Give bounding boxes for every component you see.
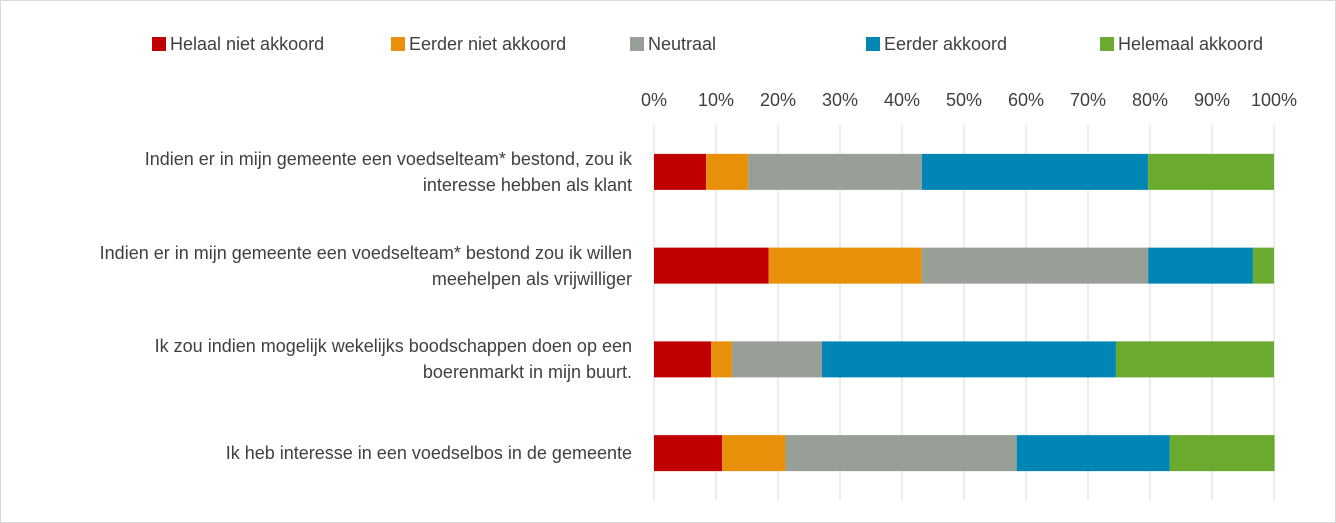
category-label: Ik heb interesse in een voedselbos in de… xyxy=(225,443,632,464)
bar-segment xyxy=(722,435,786,472)
x-tick-label: 100% xyxy=(1251,90,1297,110)
bar-segment xyxy=(1148,247,1253,284)
bar-segment xyxy=(654,435,723,472)
category-label: Indien er in mijn gemeente een voedselte… xyxy=(144,148,632,195)
bar-segment xyxy=(654,247,769,284)
bar-segment xyxy=(921,153,1149,190)
legend-label: Eerder niet akkoord xyxy=(409,34,566,54)
legend-swatch xyxy=(1100,37,1114,51)
bar-segment xyxy=(654,153,707,190)
bar-segment xyxy=(654,341,712,378)
x-tick-label: 50% xyxy=(946,90,982,110)
legend-swatch xyxy=(391,37,405,51)
x-tick-label: 90% xyxy=(1194,90,1230,110)
legend-label: Neutraal xyxy=(648,34,716,54)
bar-segment xyxy=(1169,435,1275,472)
bar-segment xyxy=(1016,435,1170,472)
bar-segment xyxy=(1252,247,1274,284)
legend-swatch xyxy=(152,37,166,51)
bar-segment xyxy=(822,341,1116,378)
bar-segment xyxy=(1115,341,1274,378)
bar-segment xyxy=(748,153,922,190)
x-tick-label: 60% xyxy=(1008,90,1044,110)
bar-segment xyxy=(785,435,1017,472)
bar-segment xyxy=(732,341,823,378)
legend-label: Helemaal akkoord xyxy=(1118,34,1263,54)
category-label: Ik zou indien mogelijk wekelijks boodsch… xyxy=(154,336,632,383)
bar-segment xyxy=(706,153,749,190)
x-tick-label: 70% xyxy=(1070,90,1106,110)
x-tick-label: 40% xyxy=(884,90,920,110)
bar-segment xyxy=(921,247,1149,284)
x-tick-label: 30% xyxy=(822,90,858,110)
x-tick-label: 0% xyxy=(641,90,667,110)
bar-segment xyxy=(1148,153,1274,190)
bar-segment xyxy=(768,247,922,284)
category-label: Indien er in mijn gemeente een voedselte… xyxy=(99,242,632,289)
legend-swatch xyxy=(630,37,644,51)
legend-label: Helaal niet akkoord xyxy=(170,34,324,54)
x-tick-label: 20% xyxy=(760,90,796,110)
x-tick-label: 80% xyxy=(1132,90,1168,110)
legend-swatch xyxy=(866,37,880,51)
bar-segment xyxy=(711,341,733,378)
legend-label: Eerder akkoord xyxy=(884,34,1007,54)
x-tick-label: 10% xyxy=(698,90,734,110)
